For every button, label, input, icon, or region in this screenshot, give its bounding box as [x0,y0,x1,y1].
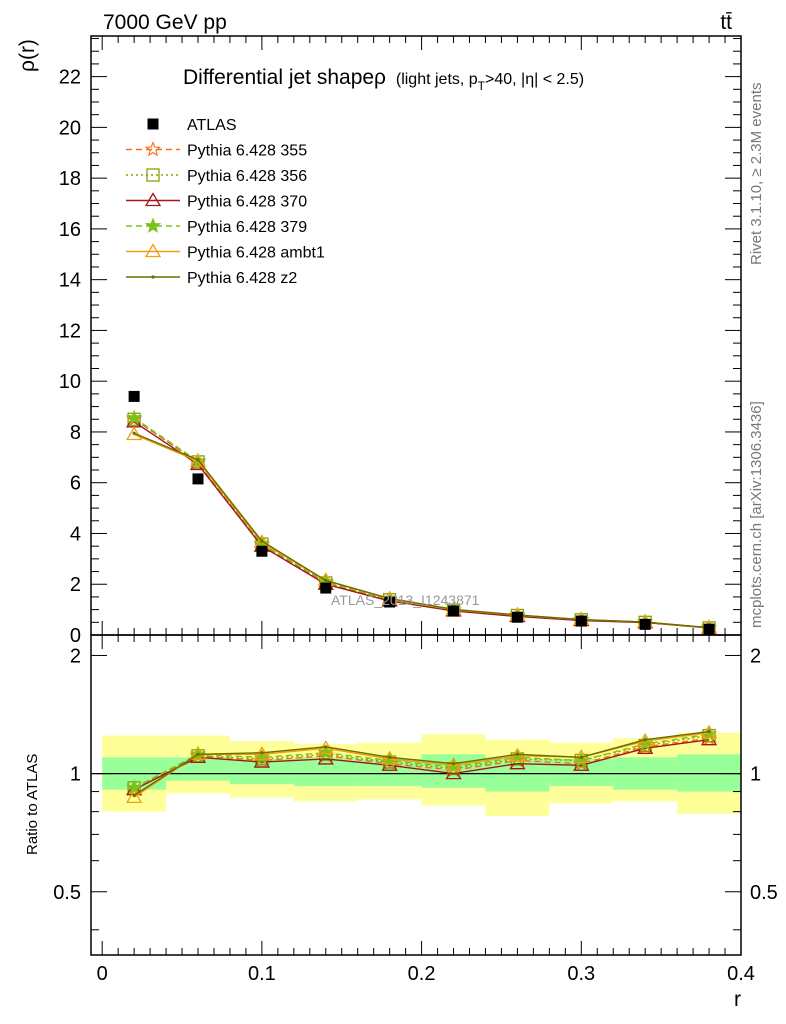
ratio-series-line [133,734,710,789]
atlas-data-point [384,596,396,608]
x-axis-title: r [734,988,741,1011]
y-tick-label: 2 [70,574,81,596]
atlas-data-point [511,611,523,623]
ratio-series-point [260,751,264,755]
series-point [132,431,136,435]
series-point [260,539,264,543]
atlas-data-point [192,473,204,485]
ratio-tick-label-right: 1 [750,764,761,786]
y-tick-label: 0 [70,625,81,647]
energy-label: 7000 GeV pp [103,11,227,34]
legend-label: Pythia 6.428 356 [187,168,307,185]
legend-label: Pythia 6.428 z2 [187,270,297,287]
plot-title-cut: (light jets, p [396,71,478,88]
y-tick-label: 18 [59,168,81,190]
ratio-series-line [133,730,710,796]
legend-marker [144,192,162,207]
ratio-series-point [125,789,143,803]
atlas-data-point [320,582,332,594]
ratio-panel: 0 0.1 0.2 0.3 0.4 0.5 0.5 1 1 2 2 [53,634,778,985]
legend-marker [144,140,162,157]
series-point [196,458,200,462]
y-axis-title-main: ρ(r) [16,39,39,72]
y-tick-label: 16 [59,219,81,241]
y-tick-label: 20 [59,117,81,139]
y-tick-label: 4 [70,523,81,545]
series-point [125,426,143,441]
legend: ATLAS Pythia 6.428 355 Pythia 6.428 356 Pyt… [126,117,325,287]
rivet-label: Rivet 3.1.10, ≥ 2.3M events [748,83,765,266]
ratio-series-point [707,729,711,734]
ratio-series-point [451,762,456,766]
legend-label: Pythia 6.428 ambt1 [187,245,325,262]
legend-marker [146,168,160,182]
x-tick-label: 0.2 [408,963,436,985]
plot-title: Differential jet shapeρ (light jets, pT>… [183,66,584,93]
ratio-series-point [189,745,207,760]
ratio-series-point [388,755,392,759]
ratio-tick-label-left: 2 [70,645,81,667]
plot-title-cut-sub: T [478,79,486,93]
analysis-watermark: ATLAS_2013_I1243871 [331,592,480,608]
plot-title-cut-rest: >40, |η| < 2.5) [485,71,584,88]
atlas-data-point [448,605,460,617]
atlas-data-point [128,390,140,402]
legend-label: Pythia 6.428 355 [187,143,307,160]
plot-title-main: Differential jet shapeρ [183,66,386,89]
ratio-tick-label-right: 2 [750,645,761,667]
ratio-series-point [132,793,136,797]
ratio-series-point [324,745,328,749]
legend-label: Pythia 6.428 370 [187,194,307,211]
ratio-series-point [643,738,647,742]
y-tick-label: 14 [59,270,81,292]
process-label: tt̄ [720,11,732,34]
ratio-series-line [133,733,710,789]
series-point [189,452,207,467]
y-tick-label: 22 [59,67,81,89]
legend-label: ATLAS [187,117,237,134]
ratio-series-line [133,739,710,791]
legend-label: Pythia 6.428 379 [187,219,307,236]
ratio-series-point [637,738,654,754]
ratio-tick-label-left: 1 [70,764,81,786]
atlas-data-point [639,618,651,630]
series-line [133,432,710,629]
y-tick-label: 6 [70,473,81,495]
ratio-series-line [133,737,710,789]
ratio-frame [90,634,742,956]
y-tick-label: 12 [59,320,81,342]
ratio-series-point [579,755,583,759]
atlas-data-point [256,545,268,557]
legend-marker [151,275,155,279]
ratio-tick-label-left: 0.5 [53,882,81,904]
y-tick-label: 8 [70,422,81,444]
legend-marker [147,118,159,130]
ratio-series-point [515,752,520,756]
series-line [133,421,710,629]
series-point [126,409,143,425]
x-tick-label: 0.1 [248,963,276,985]
x-tick-label: 0 [97,963,108,985]
x-tick-label: 0.3 [567,963,595,985]
legend-marker [144,217,162,233]
ratio-series-point [196,752,200,756]
legend-marker [144,243,162,258]
series-point [324,578,328,583]
y-axis-title-ratio: Ratio to ATLAS [24,754,41,855]
x-tick-label: 0.4 [727,963,755,985]
mcplots-label: mcplots.cern.ch [arXiv:1306.3436] [748,401,765,628]
ratio-series-point [445,756,462,771]
atlas-data-point [703,623,715,635]
uncertainty-band-inner [677,754,741,792]
ratio-tick-label-right: 0.5 [750,882,778,904]
y-tick-label: 10 [59,371,81,393]
atlas-data-point [575,615,587,627]
uncertainty-band-inner [293,757,358,786]
